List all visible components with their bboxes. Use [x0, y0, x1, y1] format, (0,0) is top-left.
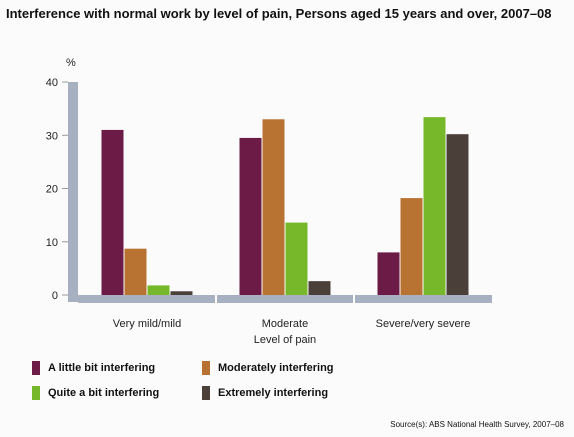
- legend-label: Quite a bit interfering: [48, 387, 160, 399]
- bar: [170, 291, 193, 295]
- legend-item: A little bit interfering: [32, 361, 155, 375]
- source-note: Source(s): ABS National Health Survey, 2…: [390, 420, 564, 429]
- x-category-label: Severe/very severe: [376, 318, 471, 330]
- y-axis-ticks: 0 10 20 30 40: [46, 77, 68, 302]
- bar: [239, 137, 262, 295]
- bar: [308, 281, 331, 295]
- y-tick-label: 30: [46, 130, 58, 142]
- x-category-label: Moderate: [262, 318, 308, 330]
- x-axis-labels: Very mild/mild Moderate Severe/very severe: [113, 318, 471, 330]
- legend-swatch: [202, 361, 210, 375]
- bar: [147, 285, 170, 295]
- x-category-label: Very mild/mild: [113, 318, 181, 330]
- legend-label: Extremely interfering: [218, 387, 329, 399]
- x-axis-title: Level of pain: [254, 334, 316, 346]
- bar-chart: % 0 10 20 30 40 Very mild/mild Moderate Severe…: [46, 57, 492, 346]
- chart-title: Interference with normal work by level o…: [6, 6, 552, 21]
- y-tick-label: 10: [46, 237, 58, 249]
- y-axis-unit: %: [66, 57, 76, 69]
- legend-label: Moderately interfering: [218, 362, 334, 374]
- bar: [285, 222, 308, 295]
- x-axis-bar: [78, 295, 492, 303]
- legend-item: Moderately interfering: [202, 361, 334, 375]
- y-tick-label: 0: [52, 290, 58, 302]
- bar: [377, 252, 400, 295]
- bar: [101, 129, 124, 295]
- bar: [446, 134, 469, 295]
- legend-swatch: [32, 361, 40, 375]
- plot-area: [78, 82, 492, 295]
- y-tick-label: 40: [46, 77, 58, 89]
- legend-item: Quite a bit interfering: [32, 386, 159, 400]
- legend-swatch: [32, 386, 40, 400]
- legend-item: Extremely interfering: [202, 386, 328, 400]
- legend-label: A little bit interfering: [48, 362, 156, 374]
- bar: [124, 248, 147, 295]
- y-tick-label: 20: [46, 184, 58, 196]
- legend-swatch: [202, 386, 210, 400]
- bar: [262, 119, 285, 296]
- legend: A little bit interfering Moderately inter…: [32, 361, 392, 411]
- bar: [423, 117, 446, 296]
- x-axis-dividers: [215, 295, 355, 303]
- bars: [101, 117, 469, 296]
- bar: [400, 198, 423, 295]
- y-axis-bar: [68, 82, 78, 302]
